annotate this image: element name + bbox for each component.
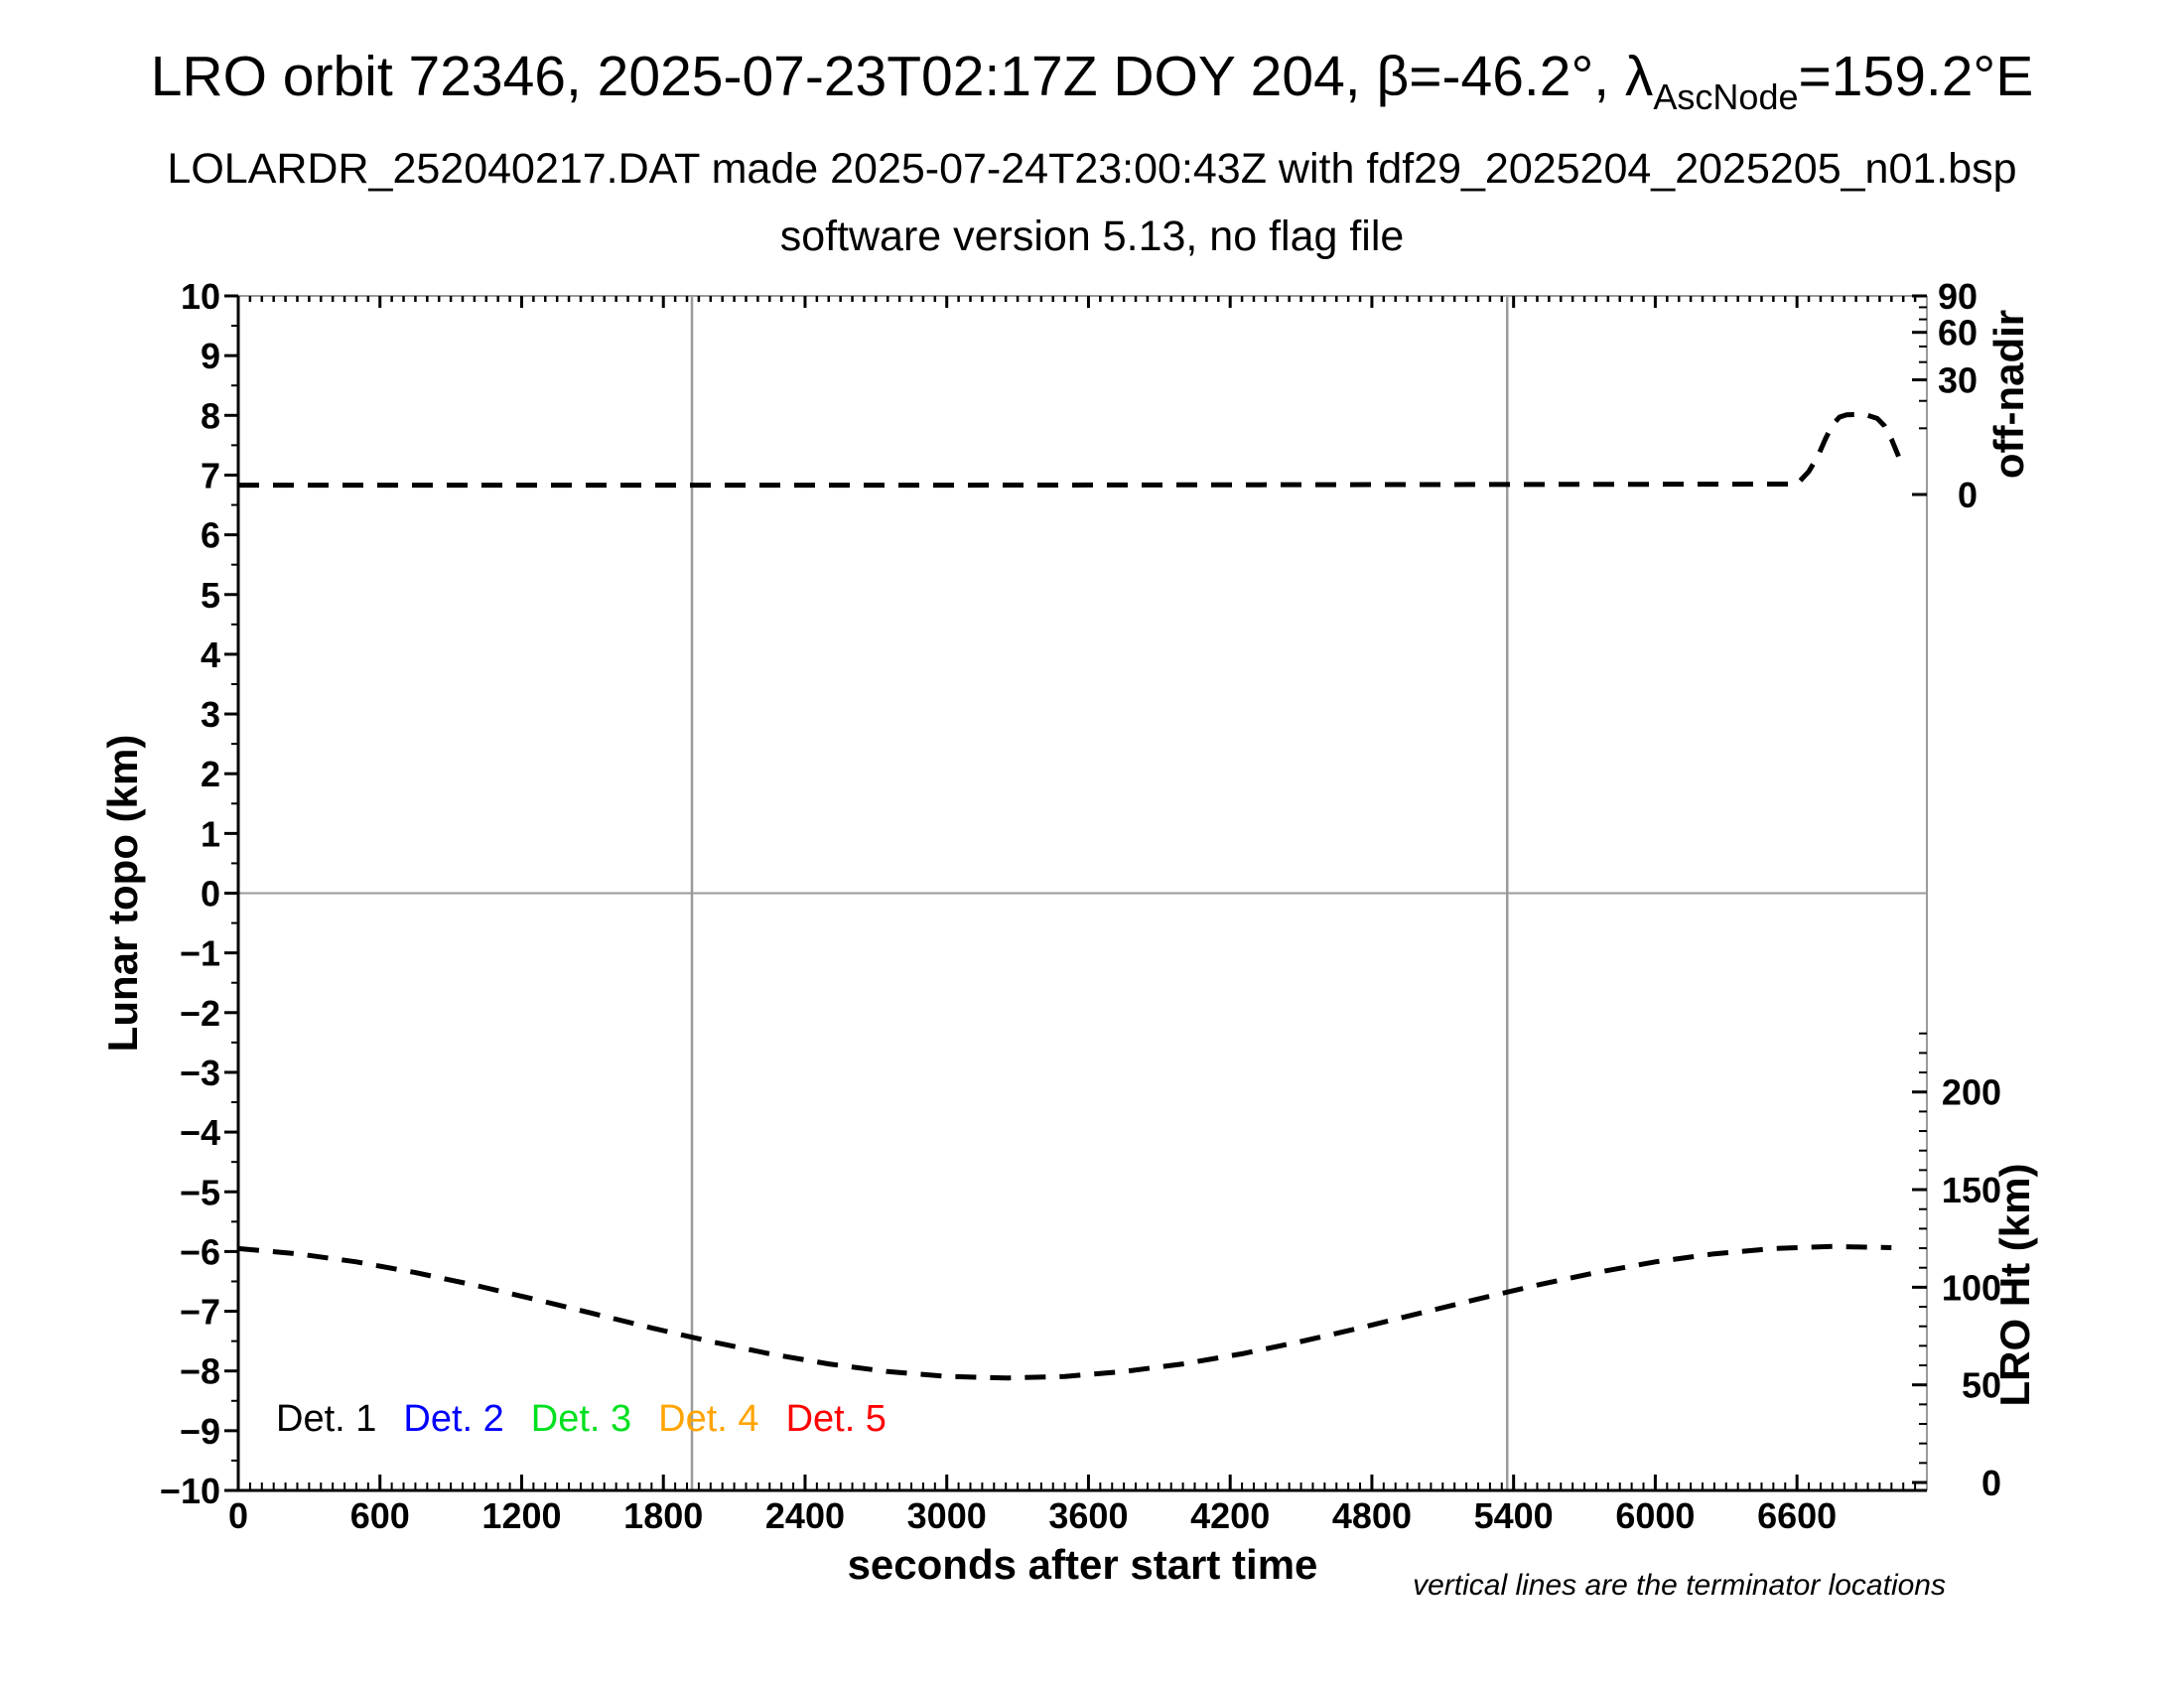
y-left-tick-label: 7 bbox=[201, 455, 220, 495]
x-tick-label: 1800 bbox=[623, 1495, 703, 1536]
title-main: LRO orbit 72346, 2025-07-23T02:17Z DOY 2… bbox=[150, 45, 1654, 108]
y-left-tick-label: −3 bbox=[180, 1053, 220, 1093]
x-tick-label: 3600 bbox=[1048, 1495, 1128, 1536]
x-tick-label: 6600 bbox=[1757, 1495, 1837, 1536]
x-tick-label: 2400 bbox=[765, 1495, 845, 1536]
y-left-tick-label: 1 bbox=[201, 813, 220, 854]
x-tick-label: 3000 bbox=[907, 1495, 987, 1536]
lro-ht-tick-label: 100 bbox=[1942, 1267, 2001, 1308]
title-suffix: =159.2°E bbox=[1798, 45, 2034, 108]
off-nadir-curve bbox=[238, 411, 1901, 489]
y-left-tick-label: 9 bbox=[201, 336, 220, 376]
x-tick-label: 6000 bbox=[1615, 1495, 1695, 1536]
lro-height-curve bbox=[237, 1243, 1892, 1381]
offnadir-tick-label: 0 bbox=[1958, 475, 1978, 515]
lro-ht-axis-title: LRO Ht (km) bbox=[1991, 1164, 2038, 1407]
legend-item-det-5: Det. 5 bbox=[785, 1398, 887, 1440]
x-tick-label: 0 bbox=[228, 1495, 248, 1536]
y-left-tick-label: −4 bbox=[180, 1112, 220, 1153]
y-left-tick-label: −5 bbox=[180, 1172, 220, 1212]
x-tick-label: 4800 bbox=[1332, 1495, 1412, 1536]
y-left-tick-label: 4 bbox=[201, 635, 220, 675]
y-left-tick-label: −9 bbox=[180, 1411, 220, 1452]
lro-ht-tick-label: 50 bbox=[1962, 1365, 2001, 1406]
y-left-tick-label: −10 bbox=[160, 1471, 220, 1511]
offnadir-axis-title: off-nadir bbox=[1985, 310, 2032, 479]
offnadir-tick-label: 90 bbox=[1938, 276, 1978, 317]
legend-item-det-4: Det. 4 bbox=[658, 1398, 759, 1440]
y-left-tick-label: −2 bbox=[180, 993, 220, 1034]
y-left-tick-label: −6 bbox=[180, 1231, 220, 1272]
x-tick-label: 5400 bbox=[1474, 1495, 1554, 1536]
title-subscript: AscNode bbox=[1653, 76, 1799, 117]
data-file-subtitle: LOLARDR_252040217.DAT made 2025-07-24T23… bbox=[167, 145, 2017, 193]
offnadir-tick-label: 30 bbox=[1938, 360, 1978, 401]
legend-item-det-1: Det. 1 bbox=[276, 1398, 377, 1440]
y-left-tick-label: 3 bbox=[201, 694, 220, 735]
y-left-tick-label: −8 bbox=[180, 1351, 220, 1392]
software-version-subtitle: software version 5.13, no flag file bbox=[779, 212, 1405, 260]
x-tick-label: 1200 bbox=[481, 1495, 561, 1536]
lro-ht-tick-label: 0 bbox=[1981, 1463, 2001, 1503]
offnadir-tick-label: 60 bbox=[1938, 313, 1978, 353]
x-tick-label: 4200 bbox=[1190, 1495, 1270, 1536]
terminator-note: vertical lines are the terminator locati… bbox=[1413, 1569, 1946, 1602]
y-left-tick-label: 5 bbox=[201, 575, 220, 616]
y-left-tick-label: 6 bbox=[201, 515, 220, 556]
y-left-tick-label: −1 bbox=[180, 933, 220, 974]
lro-ht-tick-label: 150 bbox=[1942, 1170, 2001, 1210]
y-left-tick-label: 8 bbox=[201, 395, 220, 436]
legend-item-det-3: Det. 3 bbox=[530, 1398, 632, 1440]
legend-item-det-2: Det. 2 bbox=[403, 1398, 504, 1440]
x-tick-label: 600 bbox=[350, 1495, 410, 1536]
y-left-tick-label: −7 bbox=[180, 1292, 220, 1333]
lro-ht-tick-label: 200 bbox=[1942, 1072, 2001, 1113]
y-left-tick-label: 0 bbox=[201, 874, 220, 915]
x-axis-title: seconds after start time bbox=[848, 1541, 1318, 1588]
y-left-tick-label: 2 bbox=[201, 754, 220, 794]
page-title: LRO orbit 72346, 2025-07-23T02:17Z DOY 2… bbox=[0, 44, 2184, 117]
detector-legend: Det. 1 Det. 2 Det. 3 Det. 4 Det. 5 bbox=[276, 1398, 913, 1441]
y-left-axis-title: Lunar topo (km) bbox=[99, 735, 146, 1053]
y-left-tick-label: 10 bbox=[181, 276, 220, 317]
